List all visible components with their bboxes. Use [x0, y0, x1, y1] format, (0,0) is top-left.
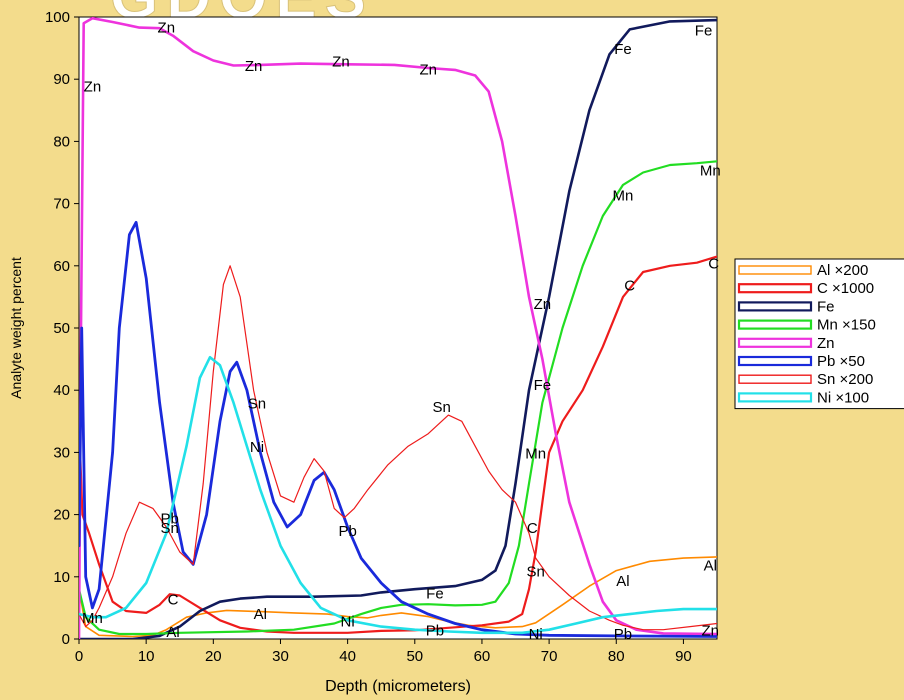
- series-layer: [79, 17, 717, 639]
- series-annotation: Pb: [160, 511, 178, 528]
- legend-swatch: [738, 265, 812, 275]
- legend-label: Pb ×50: [817, 353, 865, 370]
- series-line: [79, 220, 717, 638]
- x-tick-label: 20: [205, 648, 222, 665]
- series-annotation: Zn: [245, 58, 263, 75]
- series-annotation: Pb: [614, 626, 632, 643]
- series-annotation: Zn: [84, 78, 102, 95]
- series-annotation: Sn: [160, 520, 178, 537]
- series-annotation: Mn: [82, 610, 103, 627]
- series-annotation: Fe: [426, 585, 444, 602]
- series-annotation: Zn: [702, 623, 720, 640]
- series-annotation: Ni: [250, 439, 264, 456]
- series-annotation-layer: Al Al Al Al C C C C Fe Fe Fe Fe Mn Mn Mn Mn Zn Zn Zn Zn Zn Zn…: [82, 19, 721, 642]
- series-annotation: Ni: [529, 626, 543, 643]
- series-annotation: Fe: [534, 377, 552, 394]
- x-tick-label: 60: [474, 648, 491, 665]
- y-tick-label: 100: [45, 9, 70, 26]
- x-tick-label: 10: [138, 648, 155, 665]
- legend-label: Ni ×100: [817, 389, 869, 406]
- series-annotation: Mn: [700, 162, 721, 179]
- series-annotation: Pb: [426, 623, 444, 640]
- legend-label: Zn: [817, 335, 835, 352]
- y-tick-label: 20: [53, 507, 70, 524]
- series-annotation: Al: [704, 557, 717, 574]
- series-annotation: Mn: [525, 445, 546, 462]
- y-tick-label: 70: [53, 196, 70, 213]
- y-tick-label: 40: [53, 382, 70, 399]
- legend-swatch: [737, 355, 813, 367]
- x-tick-label: 30: [272, 648, 289, 665]
- series-annotation: C: [527, 520, 538, 537]
- series-annotation: Sn: [526, 564, 544, 581]
- series-annotation: C: [168, 592, 179, 609]
- series-annotation: Zn: [534, 296, 552, 313]
- series-annotation: Sn: [248, 396, 266, 413]
- y-tick-label: 80: [53, 133, 70, 150]
- legend-label: Fe: [817, 298, 835, 315]
- y-tick-label: 10: [53, 569, 70, 586]
- plot-area: [78, 16, 718, 640]
- series-annotation: Zn: [419, 62, 437, 79]
- x-tick-label: 80: [608, 648, 625, 665]
- x-tick-label: 40: [339, 648, 356, 665]
- series-annotation: Al: [616, 573, 629, 590]
- series-line: [79, 255, 717, 634]
- x-tick-label: 0: [75, 648, 83, 665]
- series-line: [79, 355, 717, 635]
- x-axis-title: Depth (micrometers): [325, 678, 471, 695]
- legend-label: Sn ×200: [817, 371, 873, 388]
- legend-swatch: [737, 283, 813, 294]
- legend-swatch: [737, 301, 813, 312]
- y-tick-label: 50: [53, 320, 70, 337]
- x-tick-label: 90: [675, 648, 692, 665]
- series-annotation: C: [708, 256, 719, 273]
- series-annotation: Fe: [614, 41, 632, 58]
- series-annotation: Sn: [432, 399, 450, 416]
- series-line: [79, 160, 717, 636]
- x-tick-label: 50: [406, 648, 423, 665]
- legend-swatch: [738, 374, 812, 384]
- legend-swatch: [737, 319, 813, 330]
- series-line: [79, 265, 717, 631]
- legend-swatch: [737, 392, 813, 403]
- legend-label: Mn ×150: [817, 317, 876, 334]
- series-annotation: Ni: [341, 613, 355, 630]
- series-annotation: Fe: [695, 22, 713, 39]
- series-annotation: Al: [166, 624, 179, 641]
- series-annotation: Zn: [332, 54, 350, 71]
- series-line: [79, 18, 717, 639]
- x-tick-label: 70: [541, 648, 558, 665]
- y-tick-label: 60: [53, 258, 70, 275]
- series-annotation: Mn: [613, 187, 634, 204]
- y-axis-title: Analyte weight percent: [8, 257, 24, 399]
- series-annotation: Zn: [158, 19, 176, 36]
- y-tick-label: 90: [53, 71, 70, 88]
- legend-label: C ×1000: [817, 280, 874, 297]
- y-tick-label: 30: [53, 444, 70, 461]
- axes: 0 10 20 30 40 50 60 70 80 90 0 10 20 30 40 50 60 70 80 90 10…: [45, 9, 692, 665]
- series-annotation: C: [624, 277, 635, 294]
- series-line: [79, 17, 717, 639]
- series-annotation: Pb: [338, 523, 356, 540]
- series-annotation: Al: [254, 606, 267, 623]
- y-tick-label: 0: [62, 631, 70, 648]
- legend-label: Al ×200: [817, 262, 868, 279]
- legend-swatch: [737, 337, 813, 348]
